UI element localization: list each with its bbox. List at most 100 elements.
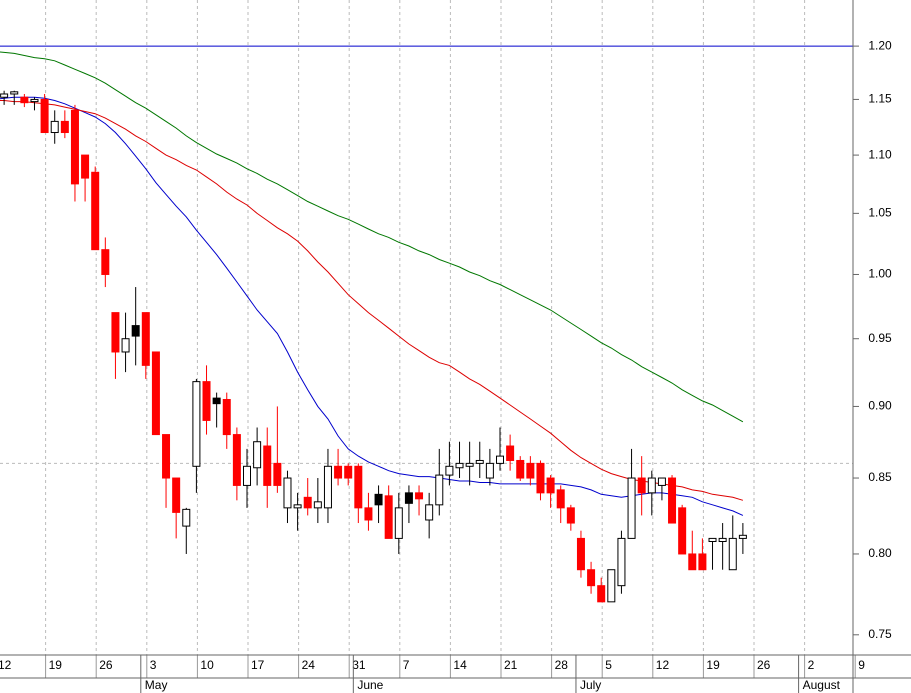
- candle-body: [374, 493, 383, 506]
- x-tick-label: 14: [453, 658, 467, 672]
- moving-average-line: [0, 51, 744, 423]
- candle-body: [708, 537, 717, 542]
- candle-body: [688, 553, 697, 571]
- x-tick-label: 17: [251, 658, 265, 672]
- candle-body: [627, 477, 636, 539]
- candle-body: [20, 96, 29, 104]
- x-tick-label: 12: [656, 658, 670, 672]
- x-tick-label: 19: [49, 658, 63, 672]
- month-label: July: [580, 678, 601, 692]
- candle-body: [303, 496, 312, 509]
- candle-body: [293, 504, 302, 509]
- month-label: May: [145, 678, 168, 692]
- candle-body: [232, 434, 241, 486]
- candle-body: [728, 537, 737, 571]
- x-tick-label: 21: [504, 658, 518, 672]
- candle-body: [121, 338, 130, 353]
- candle-body: [536, 462, 545, 494]
- candle-body: [10, 91, 19, 95]
- candle-body: [465, 462, 474, 467]
- candle-body: [60, 120, 69, 134]
- plot-area: [0, 0, 853, 655]
- candle-body: [455, 462, 464, 469]
- candle-body: [344, 465, 353, 479]
- candle-body: [718, 537, 727, 542]
- candle-body: [607, 569, 616, 603]
- candle-body: [70, 109, 79, 185]
- month-label: August: [803, 678, 841, 692]
- candle-body: [445, 465, 454, 476]
- candle-body: [172, 477, 181, 513]
- candle-body: [222, 398, 231, 436]
- candle-body: [141, 312, 150, 366]
- candle-body: [506, 445, 515, 461]
- y-tick-label: 0.90: [868, 399, 892, 413]
- x-tick-label: 9: [858, 658, 865, 672]
- x-tick-label: 2: [808, 658, 815, 672]
- candle-body: [243, 465, 251, 486]
- candle-body: [212, 397, 221, 405]
- candle-body: [496, 455, 504, 464]
- x-tick-label: 31: [352, 658, 366, 672]
- x-tick-label: 10: [200, 658, 214, 672]
- candle-body: [637, 477, 646, 494]
- candle-body: [151, 351, 160, 436]
- candle-body: [202, 381, 211, 421]
- candle-body: [50, 120, 59, 134]
- x-tick-label: 19: [706, 658, 720, 672]
- candle-body: [30, 98, 39, 103]
- y-tick-label: 1.00: [868, 267, 892, 281]
- candle-body: [0, 93, 9, 98]
- candle-body: [111, 312, 120, 353]
- candle-body: [404, 492, 413, 504]
- y-tick-label: 1.15: [868, 92, 892, 106]
- candle-body: [576, 537, 585, 571]
- candle-body: [334, 465, 343, 479]
- candle-body: [101, 249, 110, 275]
- candle-body: [698, 553, 707, 571]
- candle-body: [526, 462, 535, 479]
- candle-body: [435, 474, 444, 506]
- y-tick-label: 0.80: [868, 546, 892, 560]
- candle-body: [162, 434, 171, 479]
- y-tick-label: 0.95: [868, 331, 892, 345]
- moving-average-line: [0, 100, 744, 501]
- candle-body: [485, 462, 494, 479]
- candle-body: [192, 381, 201, 467]
- x-tick-label: 3: [150, 658, 157, 672]
- candle-body: [597, 585, 606, 603]
- candle-body: [617, 537, 626, 587]
- moving-average-line: [0, 96, 744, 516]
- candle-body: [415, 492, 424, 500]
- y-tick-label: 0.75: [868, 627, 892, 641]
- candle-body: [668, 477, 677, 524]
- candle-body: [313, 501, 322, 509]
- candle-body: [394, 507, 403, 539]
- y-tick-label: 0.85: [868, 470, 892, 484]
- candle-body: [283, 477, 292, 509]
- candle-body: [587, 569, 596, 587]
- candle-body: [738, 534, 747, 539]
- y-tick-label: 1.10: [868, 147, 892, 161]
- candle-body: [556, 489, 565, 509]
- candle-body: [263, 445, 272, 486]
- candle-body: [678, 507, 687, 555]
- x-tick-label: 24: [302, 658, 316, 672]
- candle-body: [647, 477, 656, 494]
- x-tick-label: 26: [757, 658, 771, 672]
- candle-body: [516, 459, 525, 479]
- x-tick-label: 7: [403, 658, 410, 672]
- x-tick-label: 12: [0, 658, 12, 672]
- candle-body: [253, 441, 262, 469]
- candle-body: [182, 508, 191, 527]
- y-tick-label: 1.20: [868, 38, 892, 52]
- candle-body: [475, 459, 484, 464]
- candle-body: [384, 495, 393, 539]
- x-tick-label: 28: [555, 658, 569, 672]
- candle-body: [81, 154, 90, 179]
- candle-body: [546, 477, 555, 494]
- candle-body: [273, 462, 282, 486]
